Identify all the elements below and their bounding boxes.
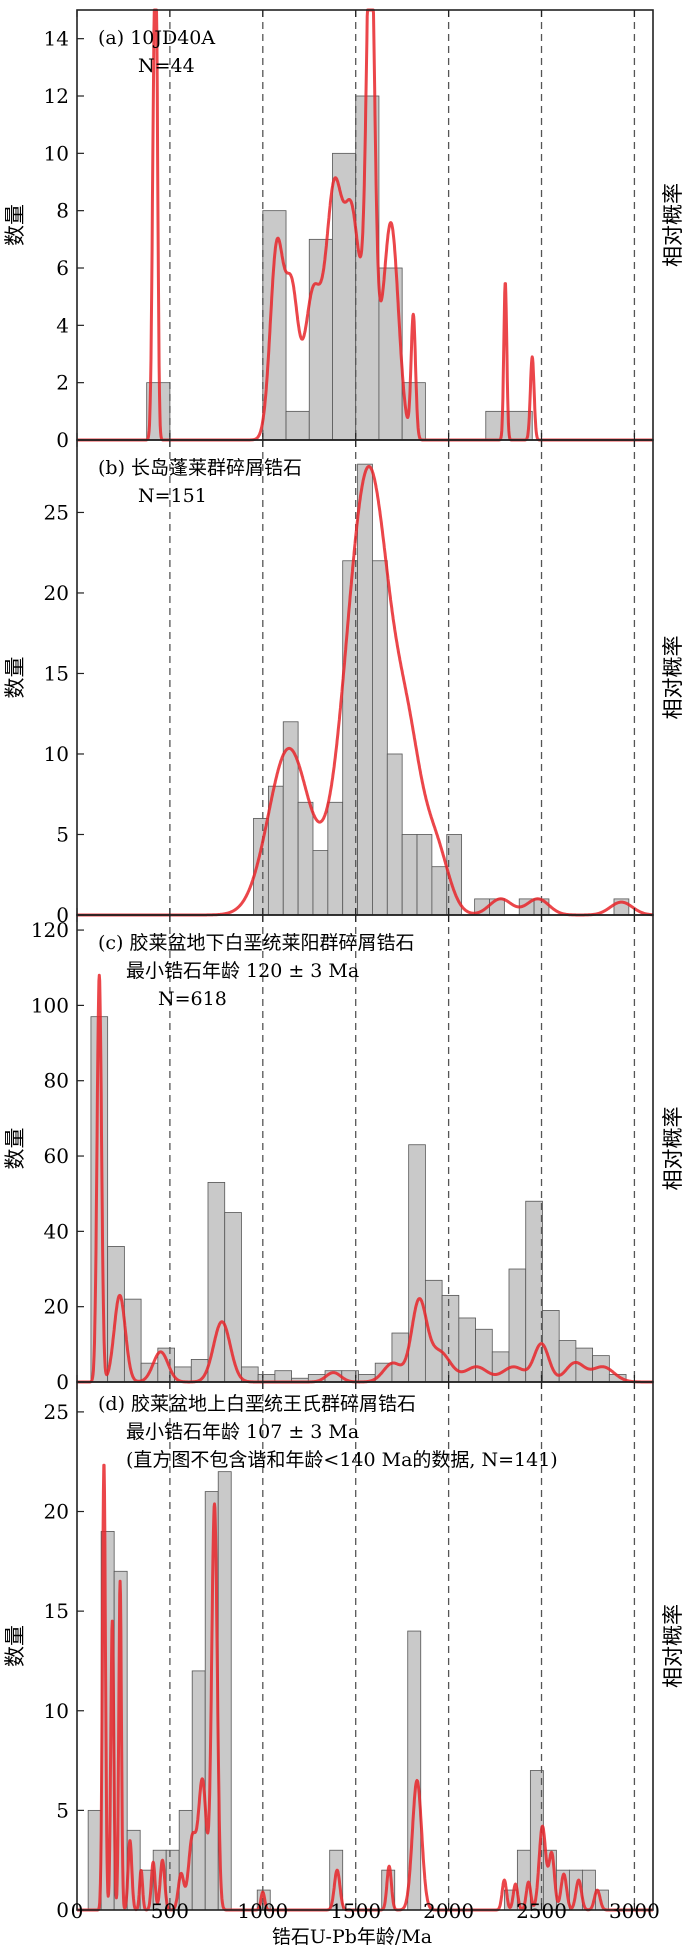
x-tick-label: 0 [71, 1899, 84, 1923]
histogram-bar [372, 560, 388, 916]
y-tick-label: 60 [44, 1144, 69, 1168]
histogram-bar [416, 834, 433, 916]
histogram-bar [297, 801, 314, 916]
panel-title-line: 最小锆石年龄 120 ± 3 Ma [126, 960, 359, 982]
histogram-bar [207, 1181, 226, 1383]
histogram-bar [285, 410, 310, 441]
y2-axis-title: 相对概率 [661, 183, 685, 267]
histogram-bar [431, 866, 448, 916]
panel-c: 0 20 40 60 80 100 120 (c) 胶莱盆地下白垩统莱阳群碎屑锆石最小锆石年龄… [3, 914, 685, 1394]
y-tick-label: 20 [44, 1295, 69, 1319]
histogram-bar [327, 801, 344, 916]
x-tick-label: 3000 [609, 1899, 660, 1923]
y-tick-label: 12 [44, 84, 69, 108]
y-tick-label: 40 [44, 1219, 69, 1243]
panel-title-line: (d) 胶莱盆地上白垩统王氏群碎屑锆石 [98, 1393, 416, 1415]
panel-frame [76, 914, 654, 1383]
y-tick-label: 20 [44, 581, 69, 605]
y-tick-label: 120 [31, 918, 69, 942]
histogram-bar [332, 152, 357, 441]
x-tick-label: 500 [151, 1899, 189, 1923]
y-axis-title: 数量 [3, 1128, 27, 1170]
y-tick-label: 10 [44, 742, 69, 766]
y-tick-label: 10 [44, 141, 69, 165]
panel-a: 0 2 4 6 8 10 12 14 (a) 10JD40A N=44 数量 相对概率 [3, 8, 685, 452]
histogram-bar [357, 463, 373, 916]
histogram-bar [485, 410, 510, 441]
y-tick-label: 15 [44, 661, 69, 685]
y-axis-title: 数量 [3, 657, 27, 699]
histogram-bar [508, 1268, 527, 1383]
y-tick-label: 15 [44, 1599, 69, 1623]
y2-axis-title: 相对概率 [661, 1604, 685, 1688]
y-axis-title: 数量 [3, 1625, 27, 1667]
y-tick-label: 0 [56, 1370, 69, 1394]
y-tick-label: 100 [31, 993, 69, 1017]
y-axis-title: 数量 [3, 204, 27, 246]
histogram-bar [401, 834, 418, 916]
y-tick-label: 8 [56, 199, 69, 223]
panel-title-line: (c) 胶莱盆地下白垩统莱阳群碎屑锆石 [98, 932, 415, 954]
panel-frame [76, 1381, 654, 1911]
histogram-bar [312, 850, 329, 916]
y-tick-label: 0 [56, 1898, 69, 1922]
panel-title-line: (a) 10JD40A [98, 27, 215, 49]
y-tick-label: 0 [56, 428, 69, 452]
panel-title-line: (直方图不包含谐和年龄<140 Ma的数据, N=141) [126, 1449, 558, 1471]
y-tick-label: 0 [56, 903, 69, 927]
y-tick-label: 5 [56, 822, 69, 846]
panel-b: 0 5 10 15 20 25 (b) 长岛蓬莱群碎屑锆石 N=151 数量 相对概率 [3, 439, 685, 927]
x-axis-title: 锆石U-Pb年龄/Ma [272, 1926, 432, 1945]
y-tick-label: 10 [44, 1699, 69, 1723]
histogram-bar [386, 753, 403, 916]
y-tick-label: 25 [44, 1400, 69, 1424]
y-tick-label: 6 [56, 256, 69, 280]
histogram-bar [274, 1370, 293, 1383]
probability-curve [75, 1463, 655, 1912]
x-tick-label: 2500 [516, 1899, 567, 1923]
y-tick-label: 14 [44, 27, 69, 51]
panel-title-line: N=44 [138, 55, 195, 77]
y2-axis-title: 相对概率 [661, 636, 685, 720]
histogram-bar [408, 1144, 426, 1383]
panel-title-line: 最小锆石年龄 107 ± 3 Ma [126, 1421, 359, 1443]
x-tick-label: 1500 [330, 1899, 381, 1923]
panel-title-line: (b) 长岛蓬莱群碎屑锆石 [98, 457, 302, 479]
y-tick-label: 80 [44, 1069, 69, 1093]
x-tick-label: 1000 [237, 1899, 288, 1923]
y-tick-label: 2 [56, 371, 69, 395]
panel-title-line: N=618 [158, 988, 227, 1010]
y-tick-label: 4 [56, 313, 69, 337]
y-tick-label: 20 [44, 1500, 69, 1524]
histogram-bar [491, 1351, 510, 1383]
panel-title-line: N=151 [138, 485, 207, 507]
y-tick-label: 5 [56, 1798, 69, 1822]
probability-curve [75, 973, 655, 1384]
x-tick-label: 2000 [423, 1899, 474, 1923]
y2-axis-title: 相对概率 [661, 1107, 685, 1191]
histogram-bar [308, 238, 333, 441]
y-tick-label: 25 [44, 500, 69, 524]
